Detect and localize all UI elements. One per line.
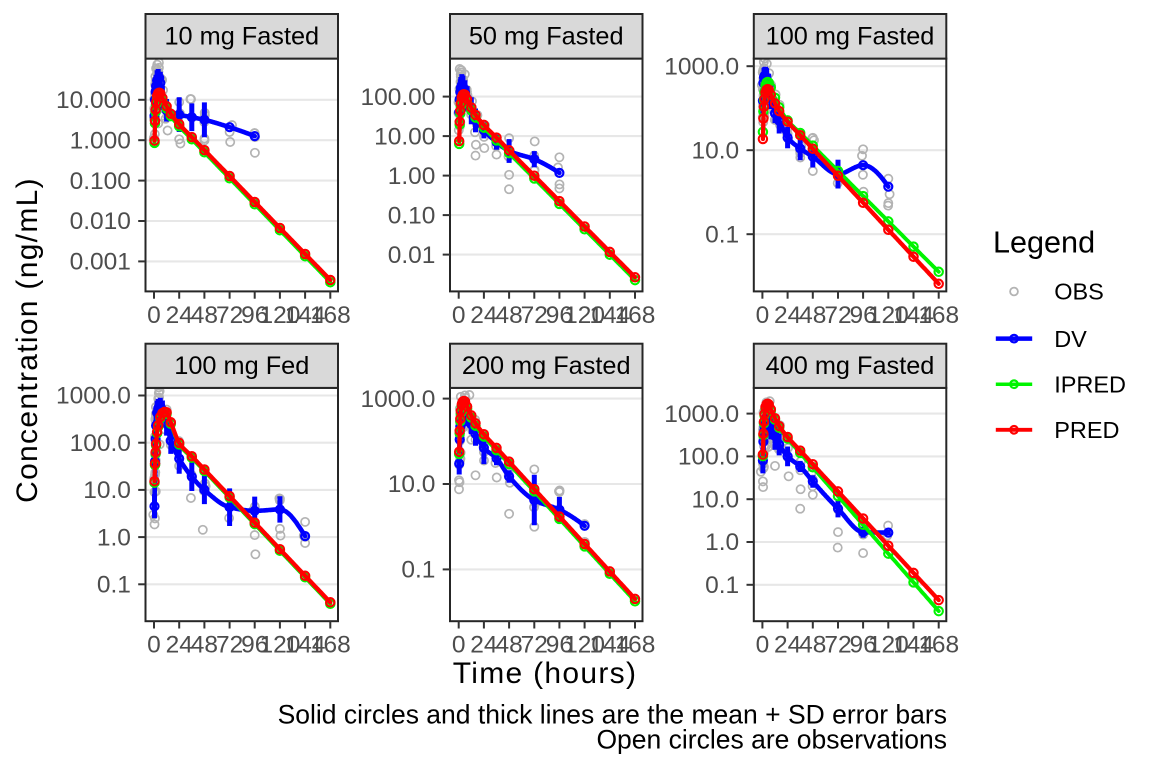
svg-text:0: 0 [756, 632, 770, 659]
svg-text:120: 120 [564, 632, 605, 659]
svg-text:0.1: 0.1 [97, 572, 131, 599]
svg-text:0.100: 0.100 [70, 168, 131, 195]
svg-text:400 mg Fasted: 400 mg Fasted [766, 352, 935, 380]
svg-text:96: 96 [849, 302, 876, 329]
svg-text:48: 48 [495, 302, 522, 329]
svg-text:50 mg Fasted: 50 mg Fasted [469, 23, 624, 51]
svg-text:48: 48 [495, 632, 522, 659]
svg-text:Solid circles and thick lines: Solid circles and thick lines are the me… [278, 700, 947, 730]
svg-text:0.1: 0.1 [705, 221, 739, 248]
svg-text:IPRED: IPRED [1054, 371, 1126, 397]
svg-text:Concentration (ng/mL): Concentration (ng/mL) [11, 177, 44, 503]
svg-text:24: 24 [166, 632, 193, 659]
svg-text:120: 120 [259, 632, 300, 659]
svg-text:0: 0 [452, 632, 466, 659]
svg-text:144: 144 [285, 302, 326, 329]
svg-text:1000.0: 1000.0 [664, 401, 739, 428]
svg-text:Time (hours): Time (hours) [453, 657, 638, 690]
svg-text:10.0: 10.0 [692, 486, 740, 513]
svg-text:0.1: 0.1 [401, 557, 435, 584]
svg-text:48: 48 [799, 632, 826, 659]
svg-text:96: 96 [849, 632, 876, 659]
svg-text:10.00: 10.00 [374, 123, 435, 150]
svg-text:120: 120 [564, 302, 605, 329]
svg-text:10.0: 10.0 [692, 137, 740, 164]
svg-text:10.000: 10.000 [56, 87, 131, 114]
svg-text:100 mg Fed: 100 mg Fed [174, 352, 309, 380]
svg-text:100.0: 100.0 [70, 430, 131, 457]
svg-text:DV: DV [1054, 326, 1087, 352]
svg-text:72: 72 [216, 632, 243, 659]
svg-text:1000.0: 1000.0 [56, 383, 131, 410]
svg-text:168: 168 [918, 632, 959, 659]
svg-text:144: 144 [893, 302, 934, 329]
svg-text:1000.0: 1000.0 [360, 386, 435, 413]
svg-text:10.0: 10.0 [83, 477, 131, 504]
svg-text:168: 168 [918, 302, 959, 329]
svg-text:96: 96 [241, 632, 268, 659]
svg-text:96: 96 [241, 302, 268, 329]
svg-text:96: 96 [546, 632, 573, 659]
svg-text:10.0: 10.0 [388, 471, 436, 498]
svg-text:144: 144 [589, 302, 630, 329]
svg-text:168: 168 [310, 302, 351, 329]
svg-text:0: 0 [756, 302, 770, 329]
svg-text:0.010: 0.010 [70, 208, 131, 235]
svg-text:144: 144 [589, 632, 630, 659]
svg-text:24: 24 [470, 632, 497, 659]
svg-text:200 mg Fasted: 200 mg Fasted [462, 352, 631, 380]
svg-text:10 mg Fasted: 10 mg Fasted [164, 23, 319, 51]
svg-text:0.001: 0.001 [70, 249, 131, 276]
svg-text:168: 168 [615, 632, 656, 659]
svg-text:0: 0 [147, 302, 161, 329]
svg-text:1.00: 1.00 [388, 163, 436, 190]
svg-text:24: 24 [774, 302, 801, 329]
svg-text:24: 24 [774, 632, 801, 659]
svg-text:OBS: OBS [1054, 279, 1104, 305]
svg-text:Open circles are observations: Open circles are observations [596, 725, 947, 755]
svg-text:168: 168 [615, 302, 656, 329]
svg-text:0.10: 0.10 [388, 202, 436, 229]
svg-text:0: 0 [452, 302, 466, 329]
svg-text:144: 144 [285, 632, 326, 659]
svg-text:120: 120 [868, 302, 909, 329]
svg-text:Legend: Legend [993, 226, 1095, 260]
svg-text:72: 72 [824, 632, 851, 659]
svg-text:1000.0: 1000.0 [664, 53, 739, 80]
svg-text:1.0: 1.0 [97, 524, 131, 551]
svg-text:0.1: 0.1 [705, 572, 739, 599]
svg-text:24: 24 [470, 302, 497, 329]
svg-text:168: 168 [310, 632, 351, 659]
svg-text:1.000: 1.000 [70, 127, 131, 154]
svg-text:144: 144 [893, 632, 934, 659]
svg-text:100 mg Fasted: 100 mg Fasted [766, 23, 935, 51]
svg-text:100.0: 100.0 [678, 444, 739, 471]
svg-text:0.01: 0.01 [388, 242, 436, 269]
svg-text:PRED: PRED [1054, 417, 1119, 443]
svg-text:96: 96 [546, 302, 573, 329]
svg-text:120: 120 [868, 632, 909, 659]
svg-text:0: 0 [147, 632, 161, 659]
svg-text:48: 48 [191, 302, 218, 329]
svg-text:72: 72 [521, 632, 548, 659]
svg-text:1.0: 1.0 [705, 529, 739, 556]
svg-text:48: 48 [191, 632, 218, 659]
svg-text:72: 72 [824, 302, 851, 329]
svg-text:48: 48 [799, 302, 826, 329]
svg-text:72: 72 [521, 302, 548, 329]
svg-text:72: 72 [216, 302, 243, 329]
svg-text:100.00: 100.00 [360, 84, 435, 111]
svg-text:120: 120 [259, 302, 300, 329]
svg-text:24: 24 [166, 302, 193, 329]
